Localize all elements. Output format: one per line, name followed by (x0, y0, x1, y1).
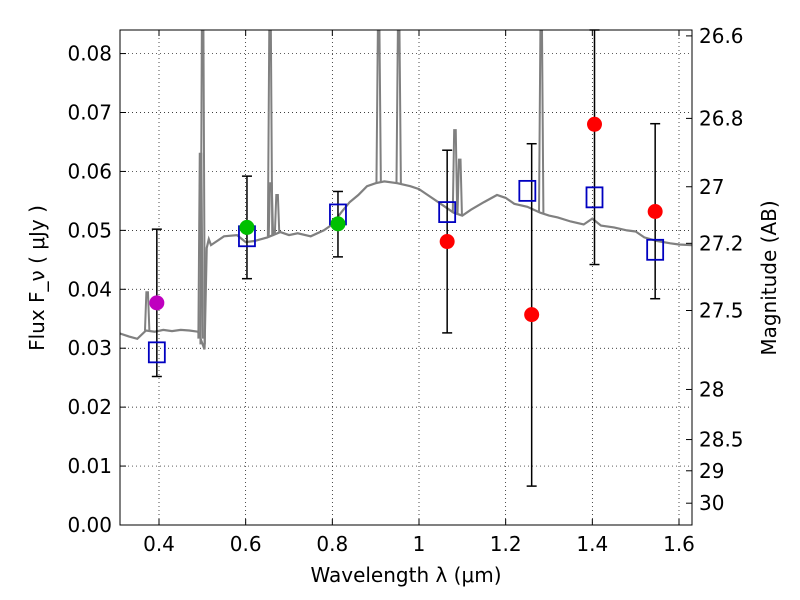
y-axis-label: Flux F_ν ( μJy ) (25, 205, 49, 351)
emission-line-8 (451, 129, 459, 214)
emission-line-9 (538, 30, 545, 213)
right-tick-label-7: 29 (699, 459, 724, 483)
observed-point-0 (149, 295, 165, 311)
emission-line-6 (375, 30, 382, 183)
observed-point-6 (647, 204, 663, 219)
model-spectrum (119, 30, 693, 350)
emission-line-10 (456, 158, 463, 215)
y-tick-label-6: 0.06 (67, 159, 112, 183)
model-square-6 (646, 238, 665, 261)
x-tick-label-1: 0.6 (230, 532, 262, 556)
x-tick-label-2: 0.8 (316, 532, 348, 556)
model-photometry (147, 179, 665, 364)
emission-line-5 (273, 194, 281, 234)
observed-point-3 (439, 234, 455, 250)
model-square-4 (518, 179, 537, 202)
plot-frame (119, 29, 693, 526)
emission-line-0 (143, 291, 151, 331)
x-tick-label-4: 1.2 (490, 532, 522, 556)
y-tick-label-7: 0.07 (67, 101, 112, 125)
emission-line-3 (266, 30, 274, 237)
right-axis-ticks: 26.6 26.8 27 27.2 27.5 28 28.5 29 30 (686, 24, 744, 515)
model-square-5 (585, 186, 604, 209)
y-tick-label-8: 0.08 (67, 42, 112, 66)
right-tick-label-2: 27 (699, 175, 724, 199)
observed-point-5 (587, 116, 602, 132)
y-tick-label-2: 0.02 (67, 395, 112, 419)
right-tick-label-8: 30 (699, 491, 724, 515)
y-tick-label-4: 0.04 (67, 277, 112, 301)
emission-line-4 (267, 182, 275, 236)
x-axis-ticks: 0.4 0.6 0.8 1 1.2 1.4 1.6 (143, 30, 695, 556)
right-tick-label-6: 28.5 (699, 428, 744, 452)
x-tick-label-0: 0.4 (143, 532, 175, 556)
model-spectrum-line (119, 180, 693, 350)
right-tick-label-0: 26.6 (699, 24, 744, 48)
y-tick-label-3: 0.03 (67, 336, 112, 360)
model-square-3 (438, 201, 457, 223)
observed-photometry (149, 116, 663, 323)
right-tick-label-1: 26.8 (699, 106, 744, 130)
observed-point-2 (330, 216, 346, 232)
x-axis-label: Wavelength λ (μm) (310, 563, 501, 587)
x-tick-label-5: 1.4 (576, 532, 608, 556)
right-tick-label-3: 27.2 (699, 231, 744, 255)
model-square-0 (147, 341, 166, 364)
y-tick-label-5: 0.05 (67, 218, 112, 242)
y-tick-label-0: 0.00 (67, 513, 112, 537)
emission-line-2 (197, 152, 204, 339)
x-tick-label-6: 1.6 (663, 532, 695, 556)
right-tick-label-5: 28 (699, 377, 724, 401)
x-tick-label-3: 1 (413, 532, 426, 556)
y-axis-ticks: 0.00 0.01 0.02 0.03 0.04 0.05 0.06 0.07 0.08 (67, 42, 126, 537)
observed-point-1 (239, 219, 255, 235)
right-axis-label: Magnitude (AB) (757, 200, 781, 355)
grid (120, 30, 692, 525)
emission-line-7 (395, 30, 402, 184)
right-tick-label-4: 27.5 (699, 299, 744, 323)
observed-point-4 (524, 307, 540, 323)
y-tick-label-1: 0.01 (67, 454, 112, 478)
